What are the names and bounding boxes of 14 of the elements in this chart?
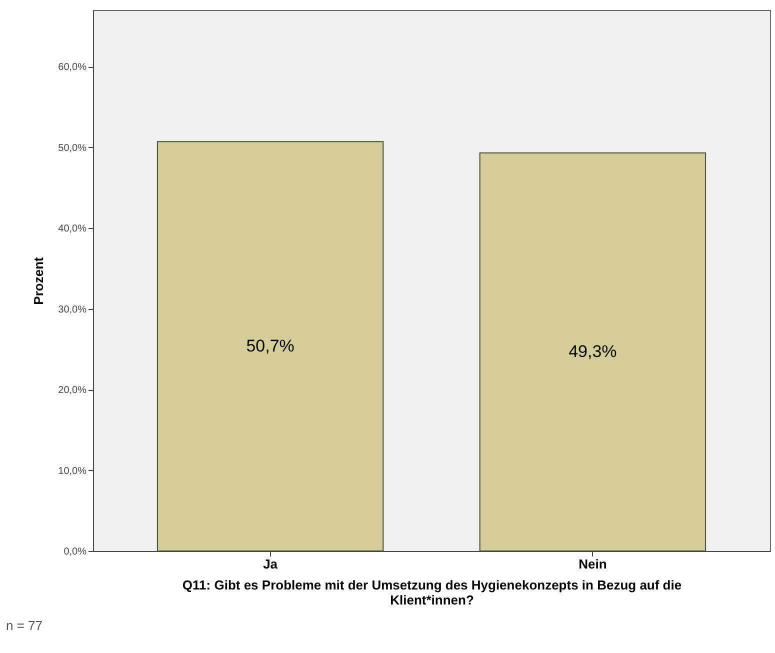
y-tick-label: 60,0% <box>58 62 87 74</box>
y-tick-label: 10,0% <box>58 466 87 477</box>
y-tick-label: 40,0% <box>58 224 87 235</box>
y-tick-label: 0,0% <box>64 546 87 558</box>
text: n = 77 <box>6 618 43 633</box>
y-tick-label: 20,0% <box>58 385 87 396</box>
y-tick-label: 30,0% <box>58 304 87 316</box>
x-axis-title: Q11: Gibt es Probleme mit der Umsetzung des Hygienekonzepts in Bezug auf die Klient*innen? <box>182 578 682 608</box>
data-label: 49,3% <box>568 342 617 361</box>
y-tick-label: 50,0% <box>58 142 87 154</box>
data-label: 50,7% <box>246 336 294 356</box>
x-tick-label: Nein <box>578 556 607 572</box>
x-tick-label: Ja <box>263 556 278 572</box>
y-axis-title: Prozent <box>31 256 46 305</box>
